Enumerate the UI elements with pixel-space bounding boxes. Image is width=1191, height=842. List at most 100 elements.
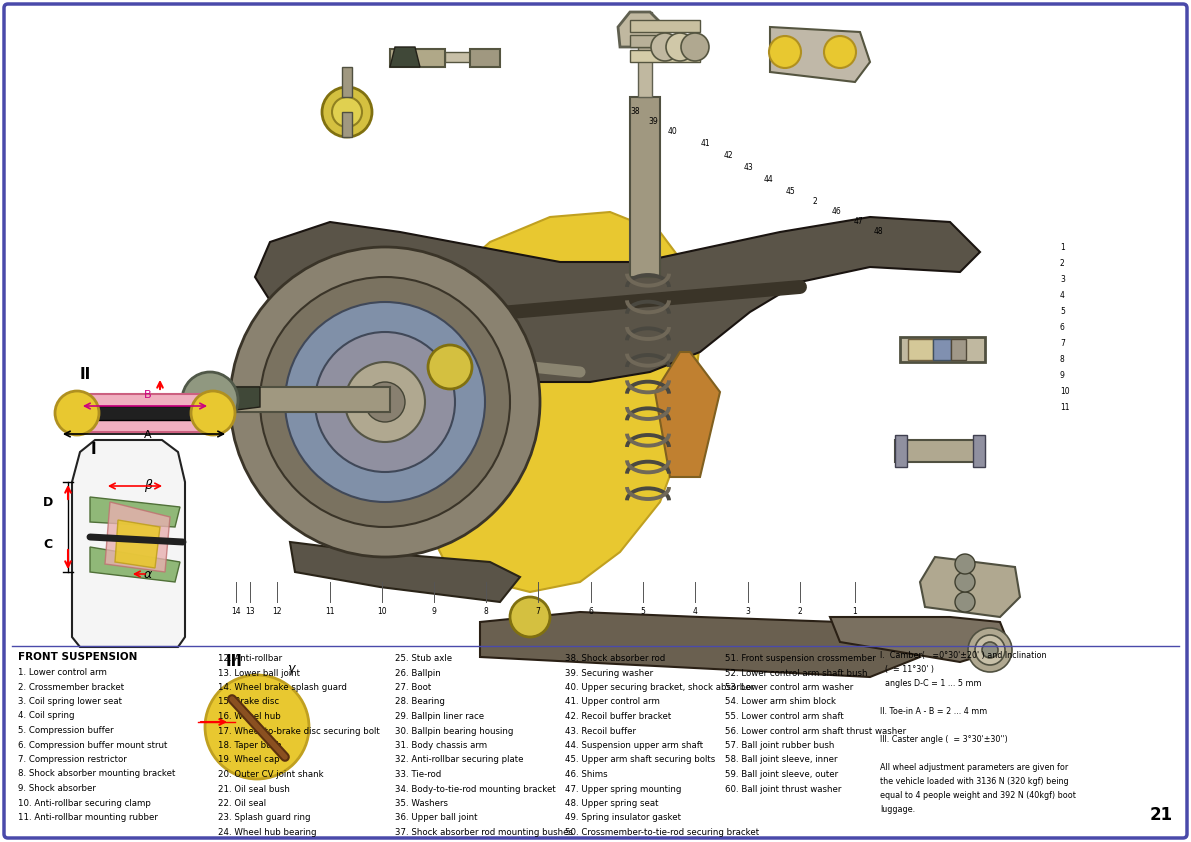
- Text: 38. Shock absorber rod: 38. Shock absorber rod: [565, 654, 666, 663]
- Text: 21: 21: [1149, 806, 1173, 824]
- Text: 11. Anti-rollbar mounting rubber: 11. Anti-rollbar mounting rubber: [18, 813, 158, 822]
- Text: 35. Washers: 35. Washers: [395, 799, 448, 808]
- Bar: [220, 387, 389, 412]
- Text: 2: 2: [812, 196, 817, 205]
- Circle shape: [651, 33, 679, 61]
- Text: III: III: [226, 654, 243, 669]
- Text: FRONT SUSPENSION: FRONT SUSPENSION: [18, 652, 137, 662]
- Text: 19. Wheel cap: 19. Wheel cap: [218, 755, 280, 765]
- Text: 14. Wheel brake splash guard: 14. Wheel brake splash guard: [218, 683, 347, 692]
- Text: 3. Coil spring lower seat: 3. Coil spring lower seat: [18, 697, 121, 706]
- Text: 9: 9: [431, 607, 436, 616]
- Text: 49. Spring insulator gasket: 49. Spring insulator gasket: [565, 813, 681, 823]
- Text: 47. Upper spring mounting: 47. Upper spring mounting: [565, 785, 681, 793]
- Circle shape: [314, 332, 455, 472]
- Text: 58. Ball joint sleeve, inner: 58. Ball joint sleeve, inner: [725, 755, 837, 765]
- Circle shape: [428, 345, 472, 389]
- Polygon shape: [289, 542, 520, 602]
- Text: 16. Wheel hub: 16. Wheel hub: [218, 712, 281, 721]
- Text: 34. Body-to-tie-rod mounting bracket: 34. Body-to-tie-rod mounting bracket: [395, 785, 556, 793]
- Text: 54. Lower arm shim block: 54. Lower arm shim block: [725, 697, 836, 706]
- Text: 53. Lower control arm washer: 53. Lower control arm washer: [725, 683, 853, 692]
- Text: 3: 3: [1060, 275, 1065, 285]
- Text: the vehicle loaded with 3136 N (320 kgf) being: the vehicle loaded with 3136 N (320 kgf)…: [880, 777, 1068, 786]
- Circle shape: [191, 391, 235, 435]
- Text: 30. Ballpin bearing housing: 30. Ballpin bearing housing: [395, 727, 513, 736]
- Text: 3: 3: [746, 607, 750, 616]
- Circle shape: [955, 554, 975, 574]
- Text: 26. Ballpin: 26. Ballpin: [395, 669, 441, 678]
- Text: 46. Shims: 46. Shims: [565, 770, 607, 779]
- Text: 2. Crossmember bracket: 2. Crossmember bracket: [18, 683, 124, 691]
- Circle shape: [968, 628, 1012, 672]
- Polygon shape: [255, 217, 980, 382]
- Text: 27. Boot: 27. Boot: [395, 683, 431, 692]
- Bar: [470, 49, 500, 67]
- Text: 48: 48: [873, 227, 883, 237]
- Circle shape: [824, 36, 856, 68]
- Polygon shape: [655, 352, 721, 477]
- Text: 24. Wheel hub bearing: 24. Wheel hub bearing: [218, 828, 317, 837]
- Text: 8: 8: [484, 607, 488, 616]
- Text: 13. Lower ball joint: 13. Lower ball joint: [218, 669, 300, 678]
- Text: 4. Coil spring: 4. Coil spring: [18, 711, 75, 721]
- Text: 9: 9: [1060, 371, 1065, 381]
- Text: 15. Brake disc: 15. Brake disc: [218, 697, 279, 706]
- Text: 7: 7: [1060, 339, 1065, 349]
- Text: 50. Crossmember-to-tie-rod securing bracket: 50. Crossmember-to-tie-rod securing brac…: [565, 828, 759, 837]
- Text: 51. Front suspension crossmember: 51. Front suspension crossmember: [725, 654, 875, 663]
- Text: II: II: [80, 367, 92, 382]
- Bar: [973, 435, 985, 467]
- Text: 42: 42: [723, 152, 732, 161]
- Text: 7. Compression restrictor: 7. Compression restrictor: [18, 755, 126, 764]
- Text: 10: 10: [378, 607, 387, 616]
- Text: 10: 10: [1060, 387, 1070, 397]
- Bar: [445, 52, 470, 62]
- Text: 10. Anti-rollbar securing clamp: 10. Anti-rollbar securing clamp: [18, 798, 151, 807]
- Circle shape: [55, 391, 99, 435]
- Polygon shape: [389, 47, 420, 67]
- Text: 43: 43: [743, 163, 753, 173]
- Bar: [389, 49, 445, 67]
- Circle shape: [332, 97, 362, 127]
- Bar: [630, 35, 700, 47]
- Text: 5: 5: [1060, 307, 1065, 317]
- Text: 23. Splash guard ring: 23. Splash guard ring: [218, 813, 311, 823]
- Text: 55. Lower control arm shaft: 55. Lower control arm shaft: [725, 712, 843, 721]
- Circle shape: [322, 87, 372, 137]
- Text: A: A: [144, 430, 151, 440]
- Text: 7: 7: [536, 607, 541, 616]
- Text: 56. Lower control arm shaft thrust washer: 56. Lower control arm shaft thrust washe…: [725, 727, 906, 736]
- Text: 6: 6: [1060, 323, 1065, 333]
- Text: III. Caster angle (  = 3°30'±30''): III. Caster angle ( = 3°30'±30''): [880, 735, 1008, 744]
- Text: 46: 46: [831, 207, 841, 216]
- Polygon shape: [91, 547, 180, 582]
- Text: 41: 41: [700, 140, 710, 148]
- Text: 42. Recoil buffer bracket: 42. Recoil buffer bracket: [565, 712, 672, 721]
- Bar: [638, 12, 651, 97]
- Text: 43. Recoil buffer: 43. Recoil buffer: [565, 727, 636, 736]
- Text: 8. Shock absorber mounting bracket: 8. Shock absorber mounting bracket: [18, 770, 175, 779]
- Text: 18. Taper bush: 18. Taper bush: [218, 741, 281, 750]
- Circle shape: [345, 362, 425, 442]
- Text: I: I: [91, 443, 95, 457]
- Text: 11: 11: [325, 607, 335, 616]
- Polygon shape: [919, 557, 1019, 617]
- Text: 14: 14: [231, 607, 241, 616]
- Text: β: β: [144, 479, 152, 493]
- Text: 1: 1: [853, 607, 858, 616]
- Bar: [630, 97, 660, 277]
- Polygon shape: [91, 497, 180, 527]
- Text: angles D-C = 1 ... 5 mm: angles D-C = 1 ... 5 mm: [880, 679, 981, 688]
- Polygon shape: [116, 520, 160, 568]
- Text: 4: 4: [692, 607, 698, 616]
- Text: 5. Compression buffer: 5. Compression buffer: [18, 726, 113, 735]
- Text: 40: 40: [667, 127, 676, 136]
- FancyBboxPatch shape: [4, 4, 1187, 838]
- Text: 39. Securing washer: 39. Securing washer: [565, 669, 653, 678]
- Text: equal to 4 people weight and 392 N (40kgf) boot: equal to 4 people weight and 392 N (40kg…: [880, 791, 1075, 800]
- Text: 52. Lower control arm shaft bush: 52. Lower control arm shaft bush: [725, 669, 867, 678]
- Bar: [900, 337, 985, 362]
- Text: 48. Upper spring seat: 48. Upper spring seat: [565, 799, 659, 808]
- Circle shape: [510, 597, 550, 637]
